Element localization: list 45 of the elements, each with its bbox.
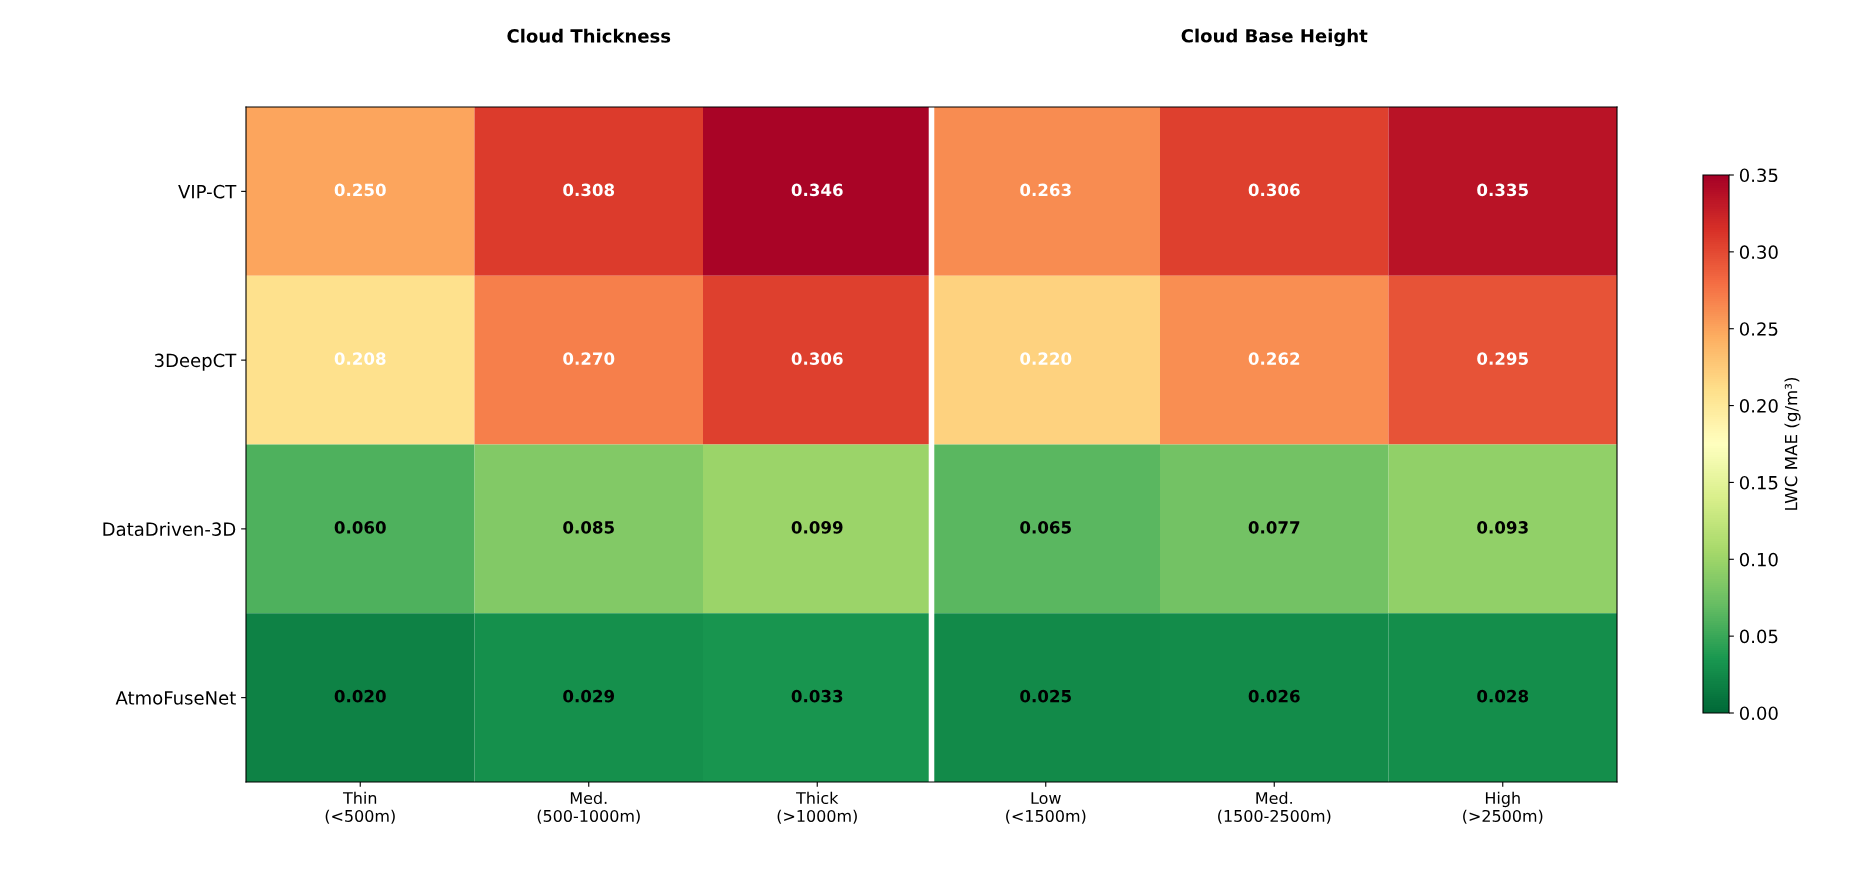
y-tick-label: VIP-CT [178, 184, 237, 199]
data-label: 0.099 [791, 521, 843, 534]
data-label: 0.306 [791, 352, 843, 365]
color-bar-label: 0.15 [1739, 475, 1778, 490]
text: Cloud Base Height [1181, 28, 1368, 47]
data-label: 0.028 [1477, 689, 1529, 703]
color-bar-label: 0.05 [1739, 629, 1778, 644]
color-bar-label: 0.30 [1739, 245, 1778, 259]
data-label: 0.335 [1477, 183, 1528, 197]
text: Cloud Thickness [507, 28, 671, 43]
data-label: 0.026 [1248, 689, 1300, 703]
data-label: 0.060 [334, 521, 386, 534]
data-label: 0.085 [563, 521, 614, 534]
data-label: 0.250 [334, 183, 386, 197]
data-label: 0.306 [1248, 183, 1300, 197]
x-tick-label: High (>2500m) [1463, 791, 1543, 824]
data-label: 0.020 [334, 689, 386, 703]
data-label: 0.346 [791, 183, 843, 197]
x-tick-label: Low (<1500m) [1006, 792, 1086, 824]
data-label: 0.263 [1020, 183, 1071, 197]
x-tick-label: Med. (500-1000m) [537, 791, 640, 824]
color-bar-label: 0.35 [1739, 168, 1778, 183]
y-tick-label: AtmoFuseNet [115, 691, 236, 705]
y-tick-label: 3DeepCT [154, 353, 237, 371]
data-label: 0.295 [1477, 352, 1528, 365]
data-label: 0.308 [563, 183, 615, 197]
color-bar-title: LWC MAE (g/m³) [1784, 377, 1801, 510]
color-bar-label: 0.25 [1739, 322, 1778, 336]
color-bar-label: 0.10 [1739, 552, 1778, 567]
x-tick-label: Thick (>1000m) [777, 791, 857, 824]
color-bar-label: 0.20 [1739, 399, 1778, 413]
data-label: 0.077 [1248, 521, 1300, 534]
data-label: 0.208 [334, 352, 386, 365]
data-label: 0.065 [1020, 521, 1071, 534]
data-label: 0.093 [1477, 521, 1528, 534]
data-label: 0.270 [563, 352, 615, 365]
x-tick-label: Med. (1500-2500m) [1218, 791, 1331, 824]
data-label: 0.220 [1020, 352, 1072, 365]
data-label: 0.029 [563, 689, 615, 703]
data-label: 0.025 [1020, 689, 1071, 703]
data-label: 0.262 [1248, 352, 1300, 365]
y-tick-label: DataDriven-3D [103, 522, 236, 536]
x-tick-label: Thin (<500m) [325, 791, 395, 824]
color-bar-label: 0.00 [1739, 706, 1778, 721]
data-label: 0.033 [791, 689, 843, 703]
